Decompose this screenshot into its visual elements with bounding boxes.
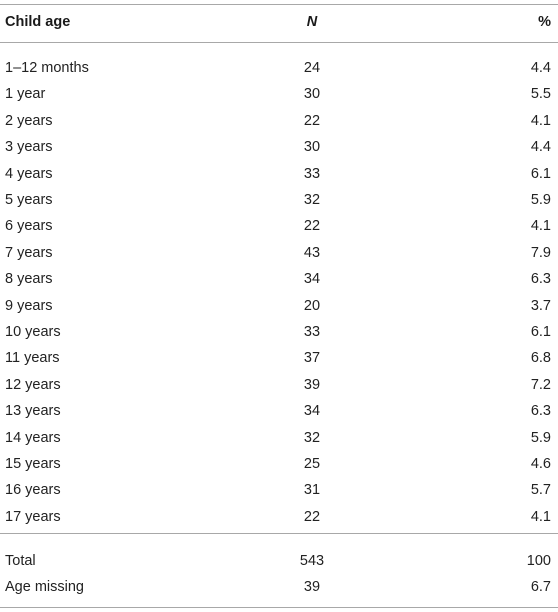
age-cell: 7 years	[5, 244, 53, 261]
n-cell: 37	[303, 350, 321, 367]
n-cell: 22	[303, 508, 321, 525]
table-row: 10 years 33 6.1	[0, 319, 558, 345]
table-row: 12 years 39 7.2	[0, 372, 558, 398]
table-row: 1 year 30 5.5	[0, 81, 558, 107]
age-cell: Age missing	[5, 579, 84, 596]
header-percent: %	[538, 14, 551, 30]
n-cell: 30	[303, 139, 321, 156]
percent-cell: 4.4	[530, 60, 551, 76]
percent-cell: 7.2	[530, 376, 551, 393]
n-cell: 39	[303, 376, 321, 393]
age-cell: 5 years	[5, 192, 53, 208]
n-cell: 34	[303, 271, 321, 288]
percent-cell: 5.7	[530, 482, 551, 499]
n-cell: 39	[303, 579, 321, 596]
table-row: 1–12 months 24 4.4	[0, 55, 558, 81]
table-row: 3 years 30 4.4	[0, 134, 558, 160]
age-cell: 1–12 months	[5, 60, 89, 76]
percent-cell: 6.1	[530, 165, 551, 182]
n-cell: 31	[303, 482, 321, 499]
table-row: 7 years 43 7.9	[0, 240, 558, 266]
n-cell: 34	[303, 403, 321, 420]
header-rule	[0, 42, 558, 43]
n-cell: 32	[303, 192, 321, 208]
n-cell: 25	[303, 456, 321, 472]
percent-cell: 4.6	[530, 456, 551, 472]
n-cell: 20	[303, 297, 321, 314]
age-cell: Total	[5, 553, 36, 569]
age-cell: 9 years	[5, 297, 53, 314]
percent-cell: 5.9	[530, 192, 551, 208]
age-cell: 14 years	[5, 429, 61, 446]
n-cell: 43	[303, 244, 321, 261]
age-cell: 15 years	[5, 456, 61, 472]
age-cell: 6 years	[5, 218, 53, 235]
age-cell: 3 years	[5, 139, 53, 156]
n-cell: 33	[303, 165, 321, 182]
table-row: 14 years 32 5.9	[0, 425, 558, 451]
percent-cell: 100	[526, 553, 551, 569]
age-cell: 12 years	[5, 376, 61, 393]
percent-cell: 6.7	[530, 579, 551, 596]
percent-cell: 5.5	[530, 86, 551, 103]
table-row: 5 years 32 5.9	[0, 187, 558, 213]
total-row: Total 543 100	[0, 548, 558, 574]
bottom-rule	[0, 607, 558, 608]
total-rule	[0, 533, 558, 534]
age-cell: 8 years	[5, 271, 53, 288]
percent-cell: 7.9	[530, 244, 551, 261]
n-cell: 24	[303, 60, 321, 76]
age-cell: 11 years	[5, 350, 60, 367]
age-cell: 2 years	[5, 112, 53, 129]
n-cell: 543	[299, 553, 325, 569]
percent-cell: 3.7	[530, 297, 551, 314]
table-row: 2 years 22 4.1	[0, 108, 558, 134]
percent-cell: 6.1	[530, 324, 551, 340]
percent-cell: 4.1	[530, 508, 551, 525]
table-row: 13 years 34 6.3	[0, 398, 558, 424]
table-row: 8 years 34 6.3	[0, 266, 558, 292]
n-cell: 32	[303, 429, 321, 446]
table-row: 4 years 33 6.1	[0, 161, 558, 187]
age-missing-row: Age missing 39 6.7	[0, 574, 558, 600]
table-row: 15 years 25 4.6	[0, 451, 558, 477]
age-cell: 10 years	[5, 324, 61, 340]
n-cell: 22	[303, 112, 321, 129]
age-cell: 13 years	[5, 403, 61, 420]
table-row: 9 years 20 3.7	[0, 293, 558, 319]
table-row: 11 years 37 6.8	[0, 345, 558, 371]
table-row: 17 years 22 4.1	[0, 504, 558, 530]
percent-cell: 4.4	[530, 139, 551, 156]
n-cell: 30	[303, 86, 321, 103]
percent-cell: 6.8	[530, 350, 551, 367]
percent-cell: 6.3	[530, 403, 551, 420]
age-cell: 1 year	[5, 86, 46, 103]
header-n: N	[306, 14, 318, 30]
header-row: Child age N %	[0, 9, 558, 35]
n-cell: 33	[303, 324, 321, 340]
age-cell: 4 years	[5, 165, 53, 182]
percent-cell: 5.9	[530, 429, 551, 446]
percent-cell: 4.1	[530, 112, 551, 129]
age-cell: 16 years	[5, 482, 61, 499]
percent-cell: 6.3	[530, 271, 551, 288]
percent-cell: 4.1	[530, 218, 551, 235]
top-rule	[0, 4, 558, 5]
table-row: 16 years 31 5.7	[0, 477, 558, 503]
n-cell: 22	[303, 218, 321, 235]
age-cell: 17 years	[5, 508, 61, 525]
table-row: 6 years 22 4.1	[0, 213, 558, 239]
header-child-age: Child age	[5, 14, 71, 30]
